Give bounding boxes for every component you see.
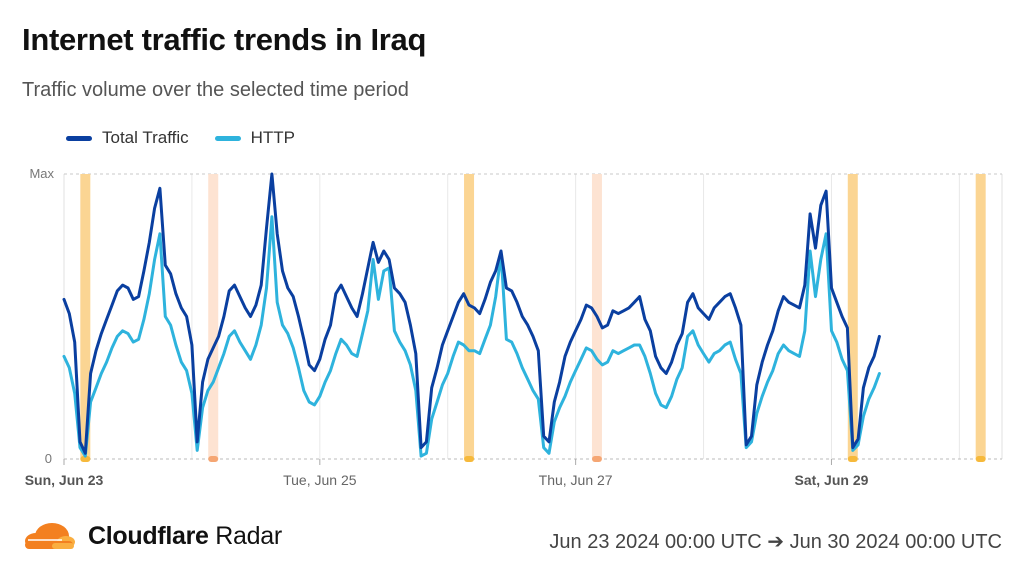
outage-marker	[975, 456, 986, 462]
x-tick-label: Sun, Jun 23	[25, 472, 104, 488]
outage-marker	[847, 456, 858, 462]
outage-marker	[208, 456, 219, 462]
outage-band	[208, 174, 219, 459]
series-line-total-traffic	[62, 172, 881, 455]
outage-marker	[80, 456, 91, 462]
legend-label-http: HTTP	[250, 128, 296, 147]
outage-band	[847, 174, 858, 459]
x-tick-label: Tue, Jun 25	[283, 472, 357, 488]
x-tick-label: Sat, Jun 29	[794, 472, 868, 488]
legend-swatch-total	[66, 135, 92, 141]
y-tick-label-max: Max	[29, 166, 54, 181]
chart-legend: Total Traffic HTTP	[66, 128, 295, 148]
cloudflare-radar-logo[interactable]: Cloudflare Radar	[22, 521, 282, 551]
y-tick-label-zero: 0	[45, 451, 52, 466]
outage-marker	[591, 456, 602, 462]
legend-item-http[interactable]: HTTP	[214, 128, 296, 148]
outage-band	[80, 174, 91, 459]
cloudflare-cloud-icon	[25, 523, 75, 549]
date-range: Jun 23 2024 00:00 UTC ➔ Jun 30 2024 00:0…	[549, 531, 1002, 553]
legend-swatch-http	[214, 135, 241, 141]
page-subtitle: Traffic volume over the selected time pe…	[22, 79, 409, 101]
outage-marker	[464, 456, 475, 462]
brand-name: Cloudflare Radar	[88, 521, 282, 550]
x-tick-label: Thu, Jun 27	[539, 472, 613, 488]
page-title: Internet traffic trends in Iraq	[22, 22, 427, 57]
traffic-chart: Max 0 Sun, Jun 23 Tue, Jun 25 Thu, Jun 27 Sat…	[25, 166, 1003, 488]
legend-label-total: Total Traffic	[102, 128, 189, 147]
legend-item-total-traffic[interactable]: Total Traffic	[66, 128, 189, 148]
outage-band	[975, 174, 986, 459]
outage-band	[464, 174, 475, 459]
